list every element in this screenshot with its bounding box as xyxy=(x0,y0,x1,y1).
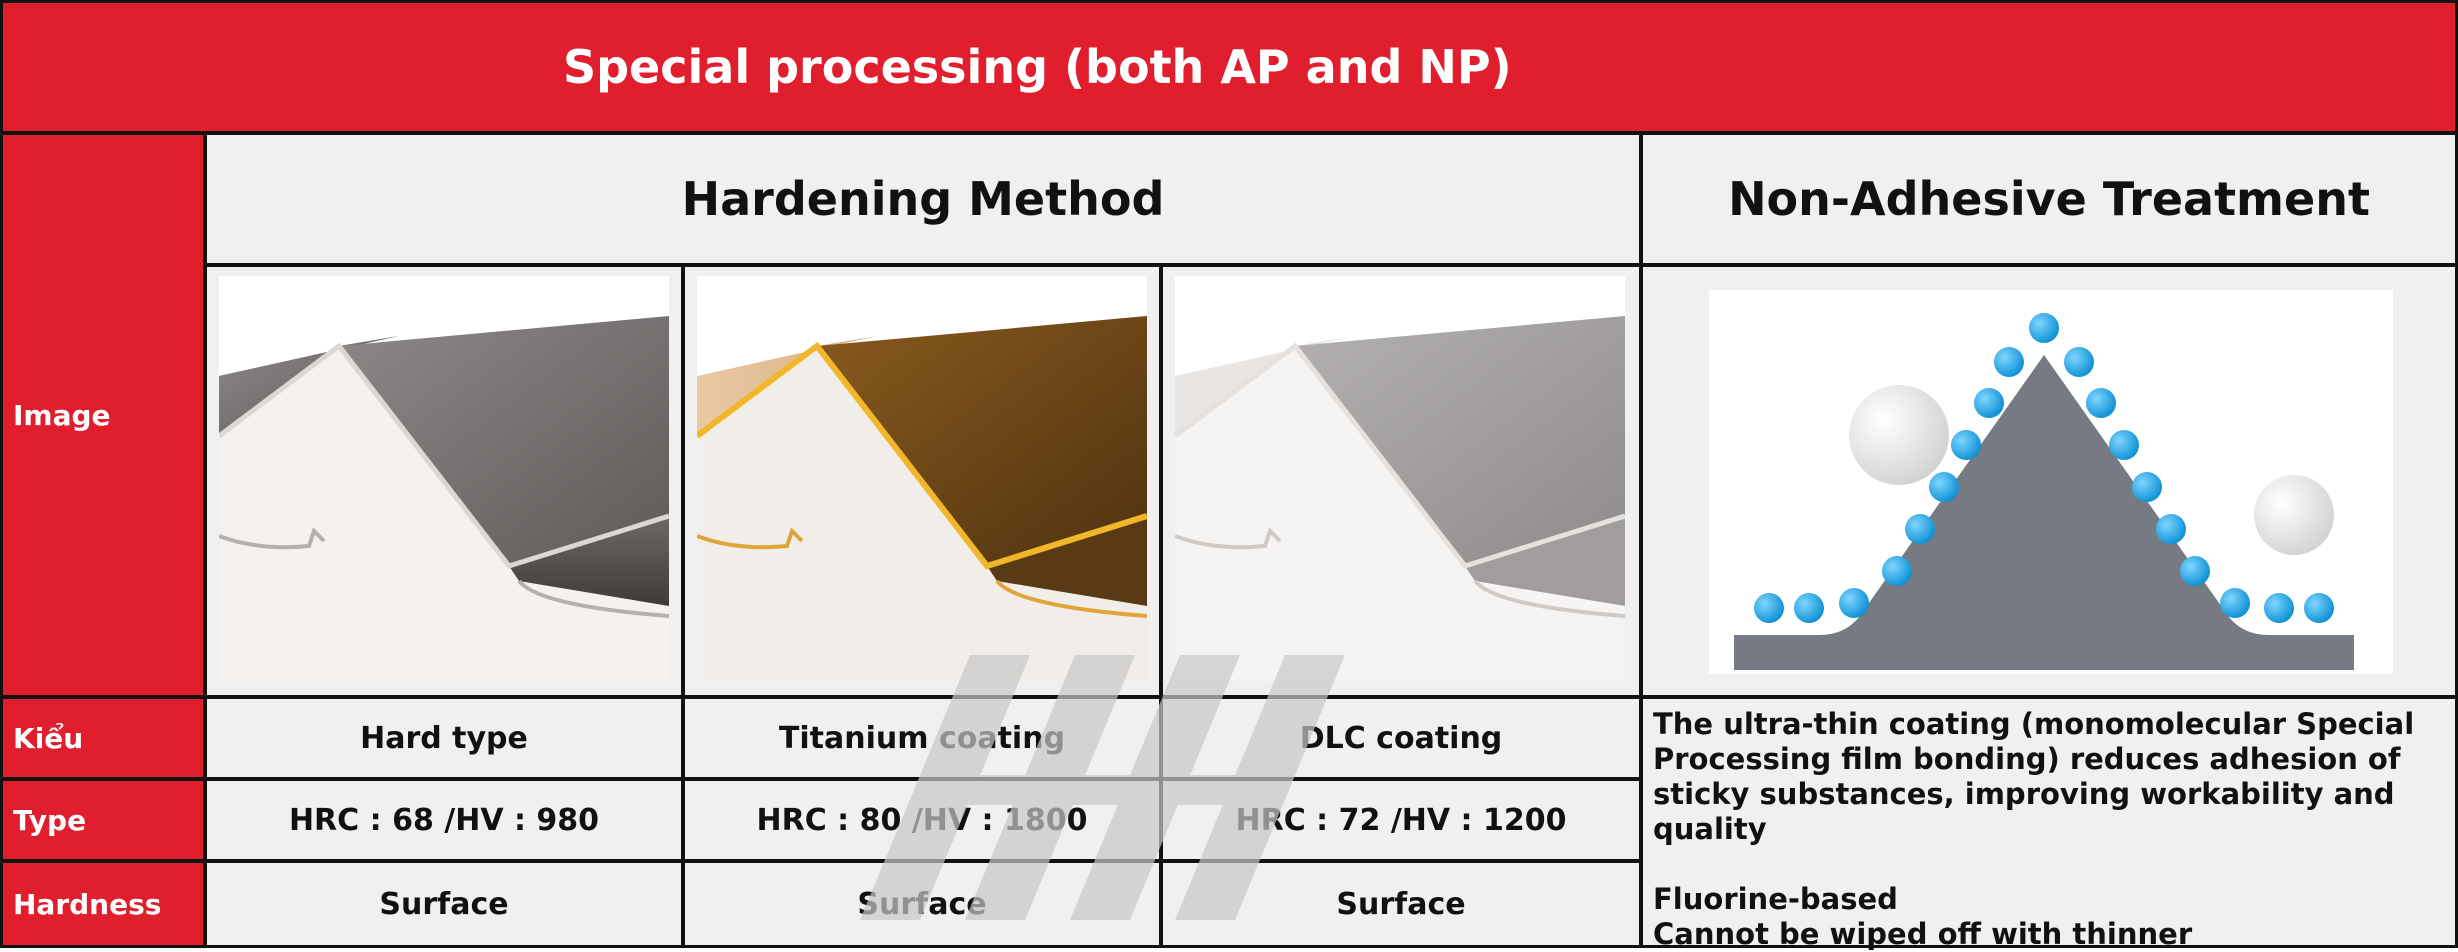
kieu-titanium: Titanium coating xyxy=(682,696,1162,780)
image-cell-hard-type xyxy=(204,264,684,698)
particle-right xyxy=(2254,475,2334,555)
non-adhesive-line1: Fluorine-based xyxy=(1653,882,1898,916)
hardness-hard-type: Surface xyxy=(204,860,684,948)
hardness-dlc: Surface xyxy=(1160,860,1642,948)
non-adhesive-diagram xyxy=(1709,290,2393,674)
non-adhesive-text: The ultra-thin coating (monomolecular Sp… xyxy=(1653,707,2415,846)
type-dlc: HRC : 72 /HV : 1200 xyxy=(1160,778,1642,862)
kieu-hard-type: Hard type xyxy=(204,696,684,780)
coating-beads xyxy=(1754,313,2334,623)
image-cell-non-adhesive xyxy=(1640,264,2458,698)
non-adhesive-line2: Cannot be wiped off with thinner xyxy=(1653,917,2193,951)
row-label-type: Type xyxy=(0,778,206,862)
image-cell-dlc xyxy=(1160,264,1642,698)
table-title: Special processing (both AP and NP) xyxy=(0,0,2458,134)
hardness-titanium: Surface xyxy=(682,860,1162,948)
row-label-hardness: Hardness xyxy=(0,860,206,948)
kieu-dlc: DLC coating xyxy=(1160,696,1642,780)
particle-left xyxy=(1849,385,1949,485)
type-hard-type: HRC : 68 /HV : 980 xyxy=(204,778,684,862)
row-label-image: Image xyxy=(0,132,206,698)
hard-type-blade-image xyxy=(219,276,669,681)
titanium-blade-image xyxy=(697,276,1147,681)
group-header-non-adhesive: Non-Adhesive Treatment xyxy=(1640,132,2458,266)
substrate-triangle xyxy=(1734,355,2354,670)
type-titanium: HRC : 80 /HV : 1800 xyxy=(682,778,1162,862)
non-adhesive-description: The ultra-thin coating (monomolecular Sp… xyxy=(1640,696,2458,951)
dlc-blade-image xyxy=(1175,276,1625,681)
image-cell-titanium xyxy=(682,264,1162,698)
row-label-kieu: Kiểu xyxy=(0,696,206,780)
group-header-hardening: Hardening Method xyxy=(204,132,1642,266)
